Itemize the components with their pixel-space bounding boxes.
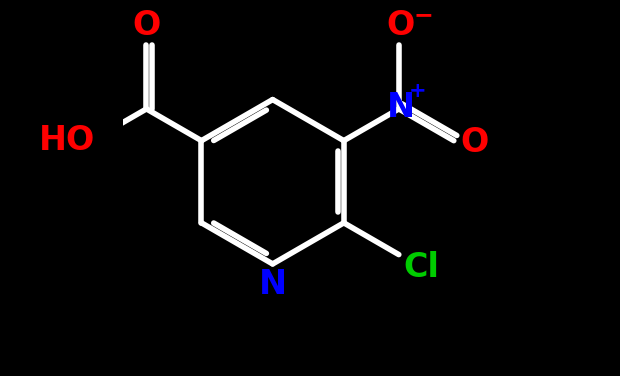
Text: N: N — [387, 91, 415, 124]
Text: O: O — [460, 126, 489, 159]
Text: −: − — [413, 3, 433, 27]
Text: +: + — [409, 81, 427, 101]
Text: Cl: Cl — [403, 251, 439, 284]
Text: O: O — [386, 9, 415, 42]
Text: O: O — [132, 9, 161, 42]
Text: HO: HO — [39, 124, 95, 157]
Text: N: N — [259, 268, 286, 301]
